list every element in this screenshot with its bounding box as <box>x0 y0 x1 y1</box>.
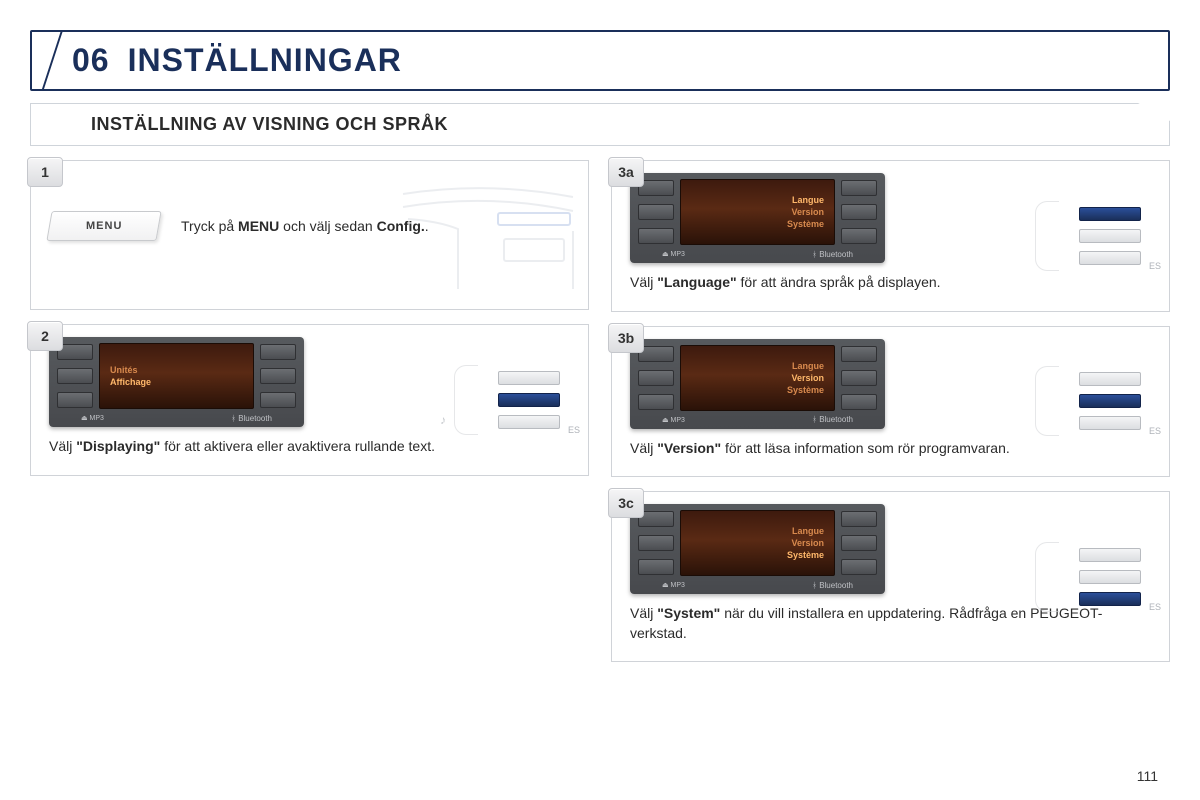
es-label: ES <box>1149 426 1161 436</box>
menu-button-graphic: MENU <box>46 211 161 241</box>
control-button <box>1079 548 1141 562</box>
soft-button <box>57 392 93 408</box>
radio-display-unit: Unités Affichage ⏏ MP3 ᚼ Bluetooth <box>49 337 304 427</box>
es-label: ES <box>1149 261 1161 271</box>
mp3-label: ⏏ MP3 <box>81 414 104 422</box>
control-button-stack: ES <box>1065 372 1155 430</box>
control-button <box>1079 570 1141 584</box>
es-label: ES <box>1149 602 1161 612</box>
control-button-active <box>1079 592 1141 606</box>
menu-button-label: MENU <box>86 220 122 232</box>
soft-button <box>260 344 296 360</box>
section-number: 06 <box>72 42 110 79</box>
radio-display-unit: Langue Version Système ⏏ MP3 ᚼ Bluetooth <box>630 173 885 263</box>
screen-line: Système <box>787 550 824 560</box>
page-number: 111 <box>1137 768 1158 784</box>
screen-line: Version <box>791 207 824 217</box>
control-button-stack: ES <box>1065 548 1155 606</box>
radio-display-unit: Langue Version Système ⏏ MP3 ᚼ Bluetooth <box>630 504 885 594</box>
left-column: 1 MENU Tryck på MENU och välj sedan Conf… <box>30 160 589 662</box>
control-button-active <box>1079 207 1141 221</box>
control-button <box>498 415 560 429</box>
step-3b-text: Välj "Version" för att läsa information … <box>630 439 1151 459</box>
screen-line: Langue <box>792 195 824 205</box>
control-button-active <box>1079 394 1141 408</box>
step-badge: 3a <box>608 157 644 187</box>
screen-line: Affichage <box>110 377 151 387</box>
step-badge: 3b <box>608 323 644 353</box>
radio-bottom-bar: ⏏ MP3 ᚼ Bluetooth <box>57 409 296 425</box>
soft-button <box>57 368 93 384</box>
control-button <box>1079 251 1141 265</box>
step-3a: 3a Langue Version Système ⏏ MP3 <box>611 160 1170 312</box>
control-button <box>1079 372 1141 386</box>
screen-line: Version <box>791 373 824 383</box>
music-note-icon: ♪ <box>440 413 446 427</box>
radio-screen: Langue Version Système <box>680 179 835 245</box>
control-button <box>1079 229 1141 243</box>
section-header: 06 INSTÄLLNINGAR <box>30 30 1170 91</box>
control-button-active <box>498 393 560 407</box>
step-badge: 2 <box>27 321 63 351</box>
radio-right-softkeys <box>260 343 296 409</box>
step-badge: 3c <box>608 488 644 518</box>
control-button <box>498 371 560 385</box>
right-column: 3a Langue Version Système ⏏ MP3 <box>611 160 1170 662</box>
section-title: INSTÄLLNINGAR <box>128 42 402 79</box>
step-1: 1 MENU Tryck på MENU och välj sedan Conf… <box>30 160 589 310</box>
radio-screen: Langue Version Système <box>680 510 835 576</box>
soft-button <box>260 368 296 384</box>
screen-line: Système <box>787 385 824 395</box>
soft-button <box>260 392 296 408</box>
screen-line: Version <box>791 538 824 548</box>
step-1-text: Tryck på MENU och välj sedan Config.. <box>181 218 429 234</box>
dashboard-outline-icon <box>398 179 578 299</box>
step-3a-text: Välj "Language" för att ändra språk på d… <box>630 273 1151 293</box>
step-3c-text: Välj "System" när du vill installera en … <box>630 604 1151 643</box>
screen-line: Unités <box>110 365 138 375</box>
radio-left-softkeys <box>57 343 93 409</box>
screen-line: Langue <box>792 361 824 371</box>
section-subtitle: INSTÄLLNING AV VISNING OCH SPRÅK <box>91 114 448 134</box>
step-3c: 3c Langue Version Système ⏏ MP3 <box>611 491 1170 662</box>
bluetooth-icon: ᚼ Bluetooth <box>231 414 272 423</box>
radio-screen: Langue Version Système <box>680 345 835 411</box>
control-button-stack: ♪ ES <box>484 371 574 429</box>
control-button-stack: ES <box>1065 207 1155 265</box>
step-badge: 1 <box>27 157 63 187</box>
step-3b: 3b Langue Version Système ⏏ MP3 <box>611 326 1170 478</box>
section-subtitle-bar: INSTÄLLNING AV VISNING OCH SPRÅK <box>30 103 1170 146</box>
steps-columns: 1 MENU Tryck på MENU och välj sedan Conf… <box>30 160 1170 662</box>
screen-line: Système <box>787 219 824 229</box>
radio-display-unit: Langue Version Système ⏏ MP3 ᚼ Bluetooth <box>630 339 885 429</box>
step-2-text: Välj "Displaying" för att aktivera eller… <box>49 437 570 457</box>
radio-screen: Unités Affichage <box>99 343 254 409</box>
control-button <box>1079 416 1141 430</box>
screen-line: Langue <box>792 526 824 536</box>
es-label: ES <box>568 425 580 435</box>
step-2: 2 Unités Affichage <box>30 324 589 476</box>
